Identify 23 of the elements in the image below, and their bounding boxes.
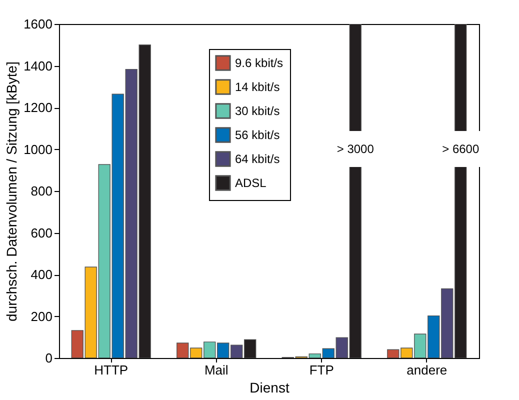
legend-label: 30 kbit/s: [235, 104, 280, 118]
y-tick-label: 1400: [24, 58, 52, 74]
y-tick-label: 1600: [24, 16, 52, 32]
y-tick-label: 0: [45, 350, 52, 366]
y-tick-label: 400: [30, 267, 52, 282]
x-tick-label: FTP: [309, 362, 334, 378]
y-axis-title: durchsch. Datenvolumen / Sitzung [kByte]: [4, 62, 20, 322]
annotation: > 6600: [442, 142, 480, 156]
legend-label: 9.6 kbit/s: [235, 56, 284, 70]
y-tick-label: 200: [30, 308, 52, 324]
legend-label: 56 kbit/s: [235, 128, 280, 142]
y-tick-label: 600: [30, 225, 52, 240]
y-tick-label: 1200: [24, 100, 52, 115]
x-axis-title: Dienst: [250, 380, 290, 396]
legend-label: 14 kbit/s: [235, 80, 280, 94]
legend-label: ADSL: [235, 176, 267, 190]
legend-label: 64 kbit/s: [235, 152, 280, 166]
y-tick-label: 1000: [24, 142, 52, 157]
x-tick-label: HTTP: [94, 362, 128, 378]
x-tick-label: andere: [406, 362, 448, 378]
y-tick-label: 800: [30, 184, 52, 198]
x-tick-label: Mail: [204, 362, 228, 378]
annotation: > 3000: [336, 142, 374, 156]
